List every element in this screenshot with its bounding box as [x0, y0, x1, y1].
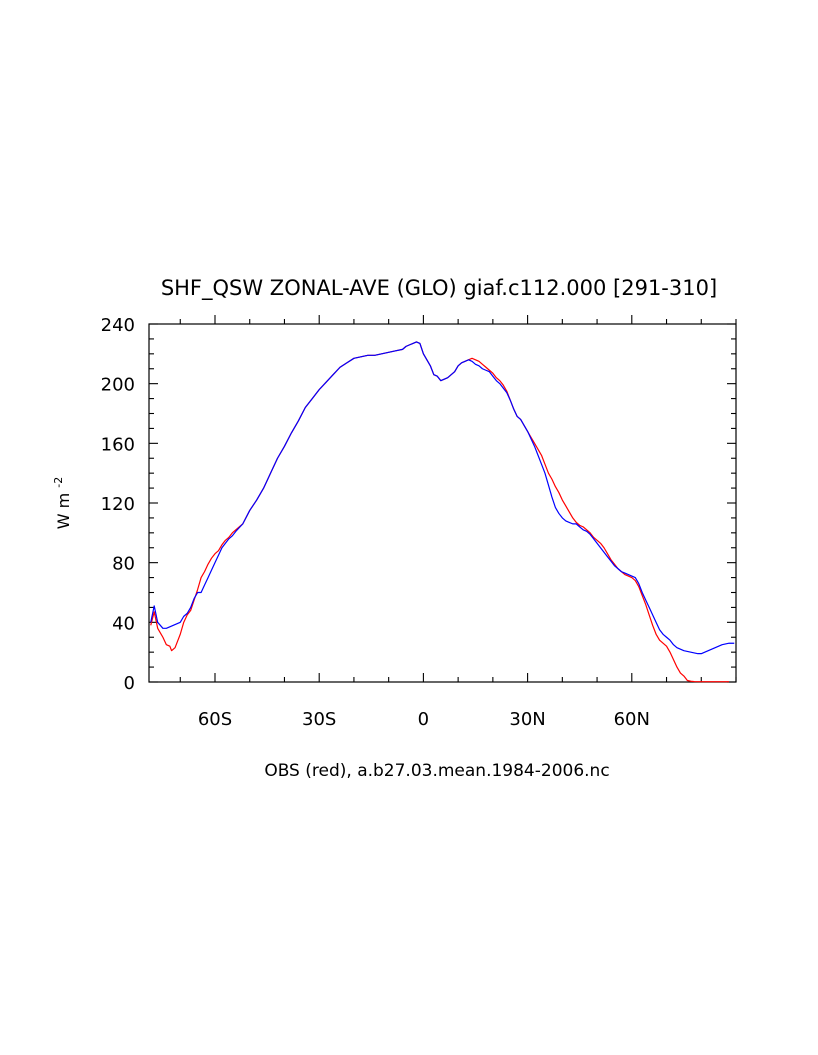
- series-line-red: [150, 341, 730, 683]
- plot-frame: [148, 323, 737, 683]
- y-tick-label: 40: [112, 613, 135, 634]
- y-tick-label: 120: [101, 494, 135, 515]
- y-axis-ticks: 0 40 80 120 160 200 240: [101, 315, 736, 694]
- x-tick-label: 60S: [198, 709, 232, 730]
- y-tick-label: 160: [101, 434, 135, 455]
- x-tick-label: 60N: [614, 709, 650, 730]
- y-axis-label: W m -2: [52, 477, 73, 530]
- x-tick-label: 30N: [509, 709, 545, 730]
- x-axis-label: OBS (red), a.b27.03.mean.1984-2006.nc: [264, 761, 609, 781]
- x-tick-label: 30S: [302, 709, 336, 730]
- series-line-blue: [150, 341, 735, 655]
- y-axis-label-main: W m: [54, 493, 73, 530]
- x-tick-label: 0: [418, 709, 429, 730]
- x-axis-ticks: 60S 30S 0 30N 60N: [179, 315, 737, 730]
- series-layer: [150, 341, 735, 683]
- y-tick-label: 240: [101, 315, 135, 336]
- y-axis-label-superscript: -2: [52, 477, 65, 488]
- y-tick-label: 0: [124, 673, 135, 694]
- y-tick-label: 80: [112, 554, 135, 575]
- y-tick-label: 200: [101, 375, 135, 396]
- plot-border: [148, 323, 737, 683]
- chart-title: SHF_QSW ZONAL-AVE (GLO) giaf.c112.000 [2…: [161, 276, 717, 301]
